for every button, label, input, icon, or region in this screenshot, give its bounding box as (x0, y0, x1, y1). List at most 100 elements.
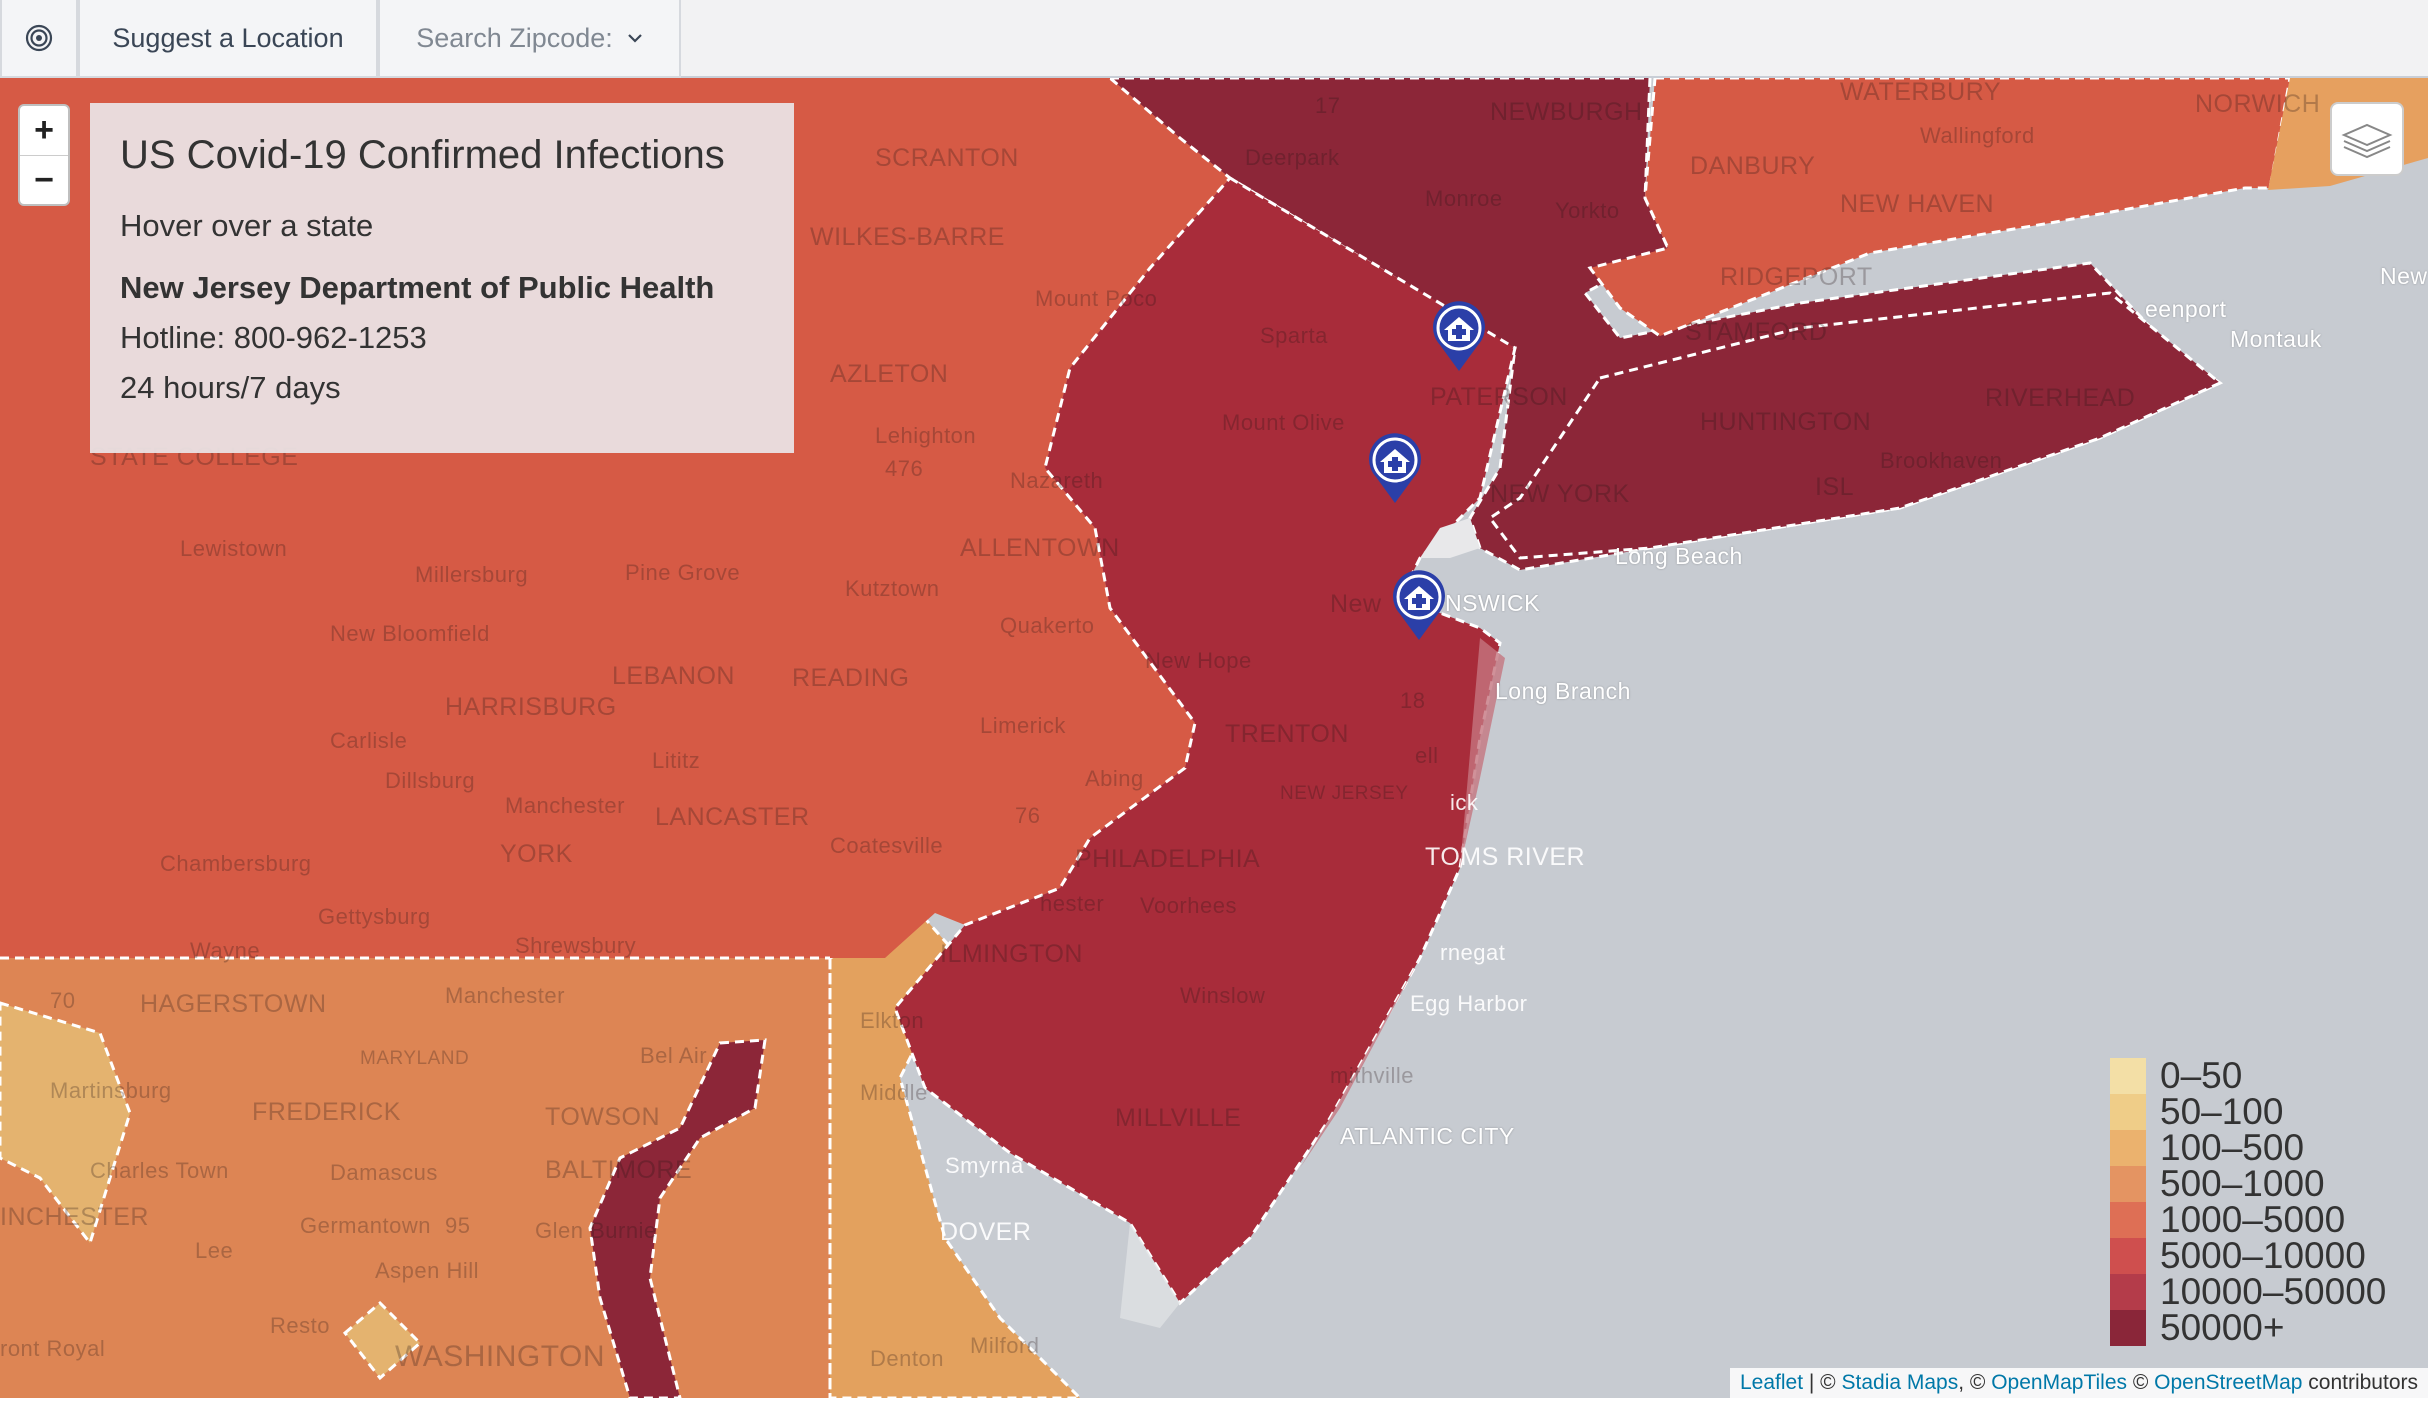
place-label: ISL (1815, 473, 1855, 501)
place-label: TOWSON (545, 1103, 661, 1131)
legend-label: 5000–10000 (2160, 1235, 2366, 1276)
place-label: WATERBURY (1840, 78, 2001, 106)
openstreetmap-link[interactable]: OpenStreetMap (2154, 1371, 2303, 1394)
legend-item: 500–1000 (2110, 1163, 2410, 1204)
legend-swatch (2110, 1238, 2146, 1274)
legend-label: 1000–5000 (2160, 1199, 2346, 1240)
place-label: Milford (970, 1333, 1040, 1358)
place-label: NSWICK (1445, 590, 1540, 616)
info-hours: 24 hours/7 days (120, 370, 341, 405)
place-label: Pine Grove (625, 560, 741, 585)
place-label: HAGERSTOWN (140, 990, 327, 1018)
place-label: Damascus (330, 1160, 438, 1185)
place-label: Lititz (652, 748, 701, 773)
legend-item: 50–100 (2110, 1091, 2410, 1132)
place-label: Aspen Hill (375, 1258, 480, 1283)
attribution-separator: © (2127, 1371, 2155, 1394)
state-delaware (828, 911, 1083, 1398)
legend-label: 10000–50000 (2160, 1271, 2387, 1312)
place-label: Middle (860, 1080, 928, 1105)
legend-swatch (2110, 1202, 2146, 1238)
leaflet-link[interactable]: Leaflet (1740, 1371, 1804, 1394)
place-label: Smyrna (945, 1153, 1024, 1178)
place-label: Egg Harbor (1410, 991, 1528, 1016)
place-label: Lewistown (180, 536, 288, 561)
place-label: Denton (870, 1346, 944, 1371)
suggest-location-label: Suggest a Location (112, 22, 344, 53)
place-label: 76 (1015, 803, 1041, 828)
place-label: Nazareth (1010, 468, 1104, 493)
place-label: Chambersburg (160, 851, 312, 876)
legend-label: 100–500 (2160, 1127, 2305, 1168)
legend-swatch (2110, 1166, 2146, 1202)
info-hotline: Hotline: 800-962-1253 (120, 320, 427, 355)
place-label: Germantown (300, 1213, 431, 1238)
map-canvas[interactable]: SCRANTON WILKES-BARRE AZLETON STATE COLL… (0, 78, 2428, 1398)
search-zipcode-dropdown[interactable]: Search Zipcode: (378, 0, 681, 78)
place-label: Monroe (1425, 186, 1503, 211)
place-label: DOVER (940, 1218, 1032, 1246)
place-label: Long Beach (1615, 543, 1743, 569)
place-label: Sparta (1260, 323, 1328, 348)
stadia-link[interactable]: Stadia Maps (1841, 1371, 1959, 1394)
place-label: AZLETON (830, 360, 949, 388)
legend-swatch (2110, 1310, 2146, 1346)
place-label: Resto (270, 1313, 330, 1338)
place-label: DANBURY (1690, 152, 1816, 180)
info-hover-hint: Hover over a state (120, 208, 374, 243)
legend-swatch (2110, 1094, 2146, 1130)
maryland-dark-county (588, 1038, 767, 1398)
place-label: hester (1040, 891, 1105, 916)
suggest-location-button[interactable]: Suggest a Location (78, 0, 378, 78)
legend-label: 500–1000 (2160, 1163, 2325, 1204)
place-label: HUNTINGTON (1700, 408, 1872, 436)
legend-label: 0–50 (2160, 1055, 2243, 1096)
place-label: Winslow (1180, 983, 1266, 1008)
place-label: READING (792, 664, 910, 692)
place-label: WILKES-BARRE (810, 223, 1005, 251)
place-label: Wayne (190, 938, 261, 963)
choropleth-layer (0, 78, 2428, 1398)
layers-control-button[interactable] (2330, 102, 2404, 176)
place-label: rnegat (1440, 940, 1506, 965)
place-label: New Hope (1145, 648, 1252, 673)
place-label: ILMINGTON (940, 940, 1083, 968)
place-label: STAMFORD (1685, 318, 1828, 346)
info-title: US Covid-19 Confirmed Infections (120, 133, 725, 177)
place-label: Shrewsbury (515, 933, 637, 958)
place-label: 70 (50, 988, 76, 1013)
legend-item: 0–50 (2110, 1055, 2410, 1096)
hospital-marker-icon[interactable] (1430, 301, 1488, 373)
locate-button[interactable] (0, 0, 78, 78)
info-department: New Jersey Department of Public Health (120, 270, 715, 305)
place-label: ront Royal (0, 1336, 106, 1361)
hospital-marker-icon[interactable] (1390, 570, 1448, 642)
place-label: Abing (1085, 766, 1144, 791)
layers-icon (2341, 123, 2393, 159)
target-icon (25, 24, 53, 52)
zoom-in-button[interactable]: + (20, 106, 68, 156)
place-label: FREDERICK (252, 1098, 401, 1126)
place-label: Deerpark (1245, 145, 1340, 170)
chevron-down-icon (628, 34, 642, 43)
place-label: Millersburg (415, 562, 529, 587)
place-label: Lehighton (875, 423, 977, 448)
place-label: New (1330, 590, 1382, 618)
place-label: BALTIMORE (545, 1156, 693, 1184)
hospital-marker-icon[interactable] (1366, 433, 1424, 505)
openmaptiles-link[interactable]: OpenMapTiles (1991, 1371, 2128, 1394)
place-label: WASHINGTON (395, 1340, 606, 1373)
legend-item: 1000–5000 (2110, 1199, 2410, 1240)
legend-label: 50–100 (2160, 1091, 2284, 1132)
place-label: New (2380, 263, 2428, 289)
legend-label: 50000+ (2160, 1307, 2285, 1348)
place-label: 18 (1400, 688, 1426, 713)
place-label: RIVERHEAD (1985, 384, 2136, 412)
place-label: LANCASTER (655, 803, 810, 831)
place-label: Gettysburg (318, 904, 431, 929)
place-label: Mount Poco (1035, 286, 1158, 311)
place-label: ALLENTOWN (960, 534, 1120, 562)
zoom-out-button[interactable]: − (34, 161, 54, 199)
legend-item: 10000–50000 (2110, 1271, 2410, 1312)
place-label: ick (1450, 790, 1479, 815)
